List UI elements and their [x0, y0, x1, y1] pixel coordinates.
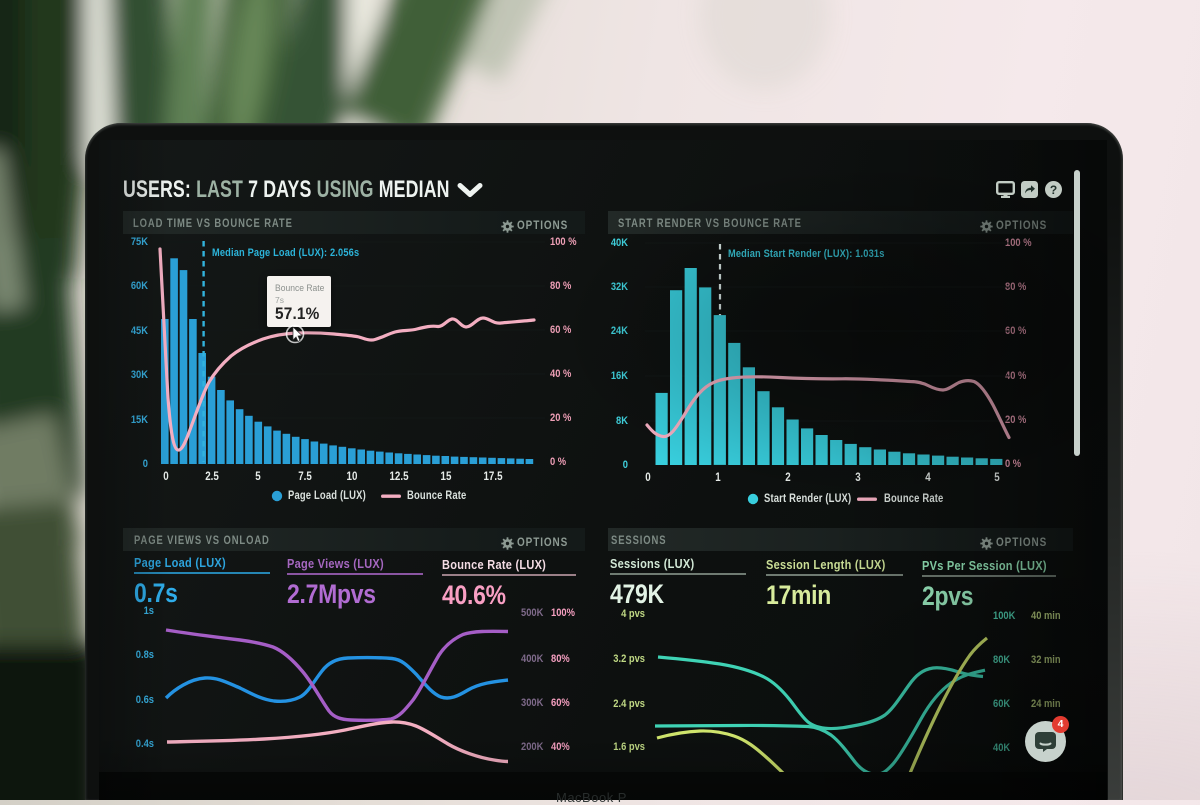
svg-text:?: ?: [1050, 183, 1057, 197]
